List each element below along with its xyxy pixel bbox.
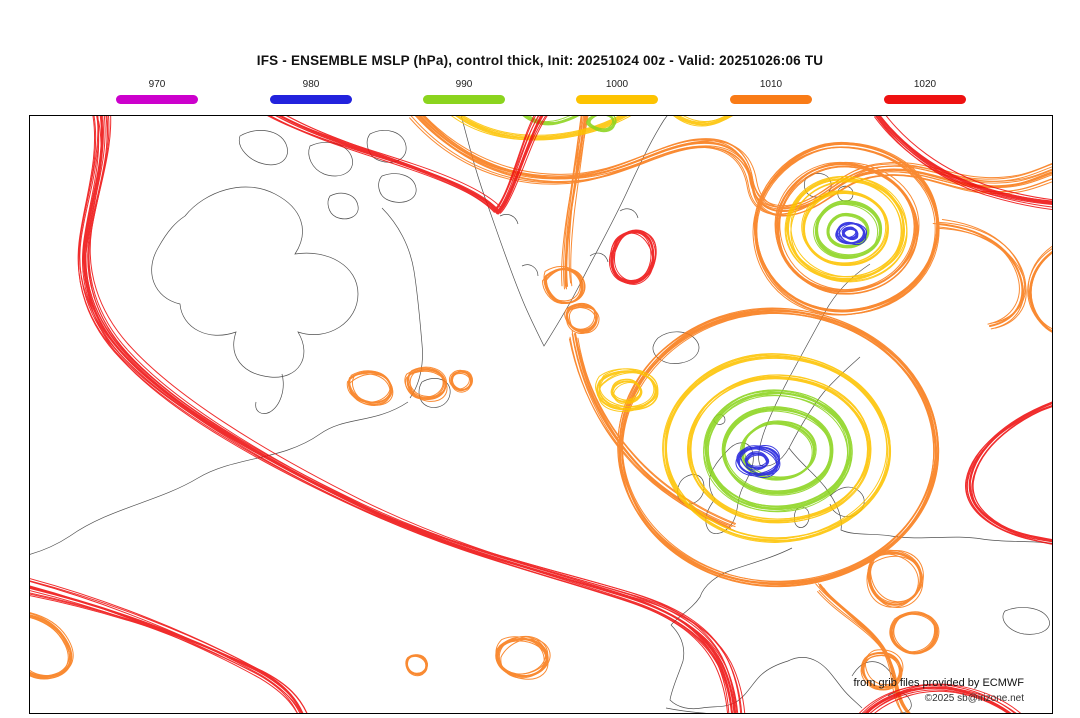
ensemble-member-path [939, 227, 1024, 329]
ensemble-member-path [965, 401, 1052, 544]
contour-path [938, 224, 1022, 326]
ensemble-member-path [967, 401, 1052, 544]
legend-item-1010: 1010 [730, 79, 812, 104]
ensemble-member-path [81, 116, 741, 713]
ensemble-member-path [572, 331, 727, 525]
ensemble-member-path [416, 116, 1052, 208]
ensemble-member-path [271, 116, 549, 213]
legend-swatch-970 [116, 95, 198, 104]
legend-label-970: 970 [116, 79, 198, 90]
credit-ecmwf: from grib files provided by ECMWF [853, 677, 1024, 689]
ensemble-member-path [933, 221, 1020, 325]
credit-copyright: ©2025 sb@irizone.net [853, 693, 1024, 704]
legend-swatch-980 [270, 95, 352, 104]
coast-arctic-island [239, 130, 287, 164]
coast-arctic-island [379, 174, 417, 203]
ensemble-member-path [77, 116, 732, 713]
legend-label-1010: 1010 [730, 79, 812, 90]
legend-item-980: 980 [270, 79, 352, 104]
ensemble-member-path [81, 116, 744, 713]
coast-greenland-fjord [590, 253, 608, 262]
ensemble-member-path [82, 116, 738, 713]
coast-black-sea [1003, 607, 1050, 634]
coast-greenland-fjord [500, 214, 518, 224]
ensemble-member-path [415, 116, 1052, 211]
ensemble-member-path [888, 610, 940, 658]
weather-map-canvas [30, 116, 1052, 713]
ensemble-member-path [963, 400, 1052, 543]
ensemble-member-path [77, 116, 732, 713]
page-title: IFS - ENSEMBLE MSLP (hPa), control thick… [0, 53, 1080, 68]
ensemble-member-path [83, 116, 746, 713]
ensemble-member-path [965, 402, 1052, 544]
legend-swatch-1020 [884, 95, 966, 104]
ensemble-member-path [565, 116, 589, 287]
ensemble-member-path [30, 612, 70, 676]
ensemble-member-path [80, 116, 740, 713]
ensemble-member-path [415, 116, 1052, 213]
ensemble-member-path [939, 225, 1027, 330]
legend-item-1020: 1020 [884, 79, 966, 104]
coast-greenland-fjord [522, 265, 538, 276]
coast-norway [759, 264, 870, 466]
map-frame: from grib files provided by ECMWF ©2025 … [29, 115, 1053, 714]
legend-swatch-990 [423, 95, 505, 104]
legend-swatch-1000 [576, 95, 658, 104]
legend-label-990: 990 [423, 79, 505, 90]
map-credits: from grib files provided by ECMWF ©2025 … [853, 677, 1024, 704]
legend-label-1000: 1000 [576, 79, 658, 90]
coast-north-africa [666, 708, 1000, 713]
coast-arctic-island [328, 193, 358, 219]
ensemble-member-path [78, 116, 731, 713]
ensemble-member-path [415, 116, 1052, 217]
legend-label-1020: 1020 [884, 79, 966, 90]
legend-item-1000: 1000 [576, 79, 658, 104]
coast-italy [788, 657, 862, 708]
coast-hudson-bay [152, 187, 358, 377]
ensemble-member-path [82, 116, 742, 713]
ensemble-member-path [84, 116, 742, 713]
contour-path [84, 116, 735, 713]
legend-item-970: 970 [116, 79, 198, 104]
coast-james-bay [256, 374, 284, 414]
ensemble-member-path [76, 116, 735, 713]
ensemble-member-path [965, 401, 1052, 544]
ensemble-member-path [415, 116, 1052, 217]
ensemble-member-path [87, 116, 740, 713]
ensemble-member-path [85, 116, 737, 713]
ensemble-member-path [691, 377, 872, 522]
legend-swatch-1010 [730, 95, 812, 104]
ensemble-member-path [419, 116, 1052, 212]
contour-path [970, 401, 1052, 541]
coast-greenland-fjord [620, 209, 638, 218]
legend-label-980: 980 [270, 79, 352, 90]
legend-item-990: 990 [423, 79, 505, 104]
